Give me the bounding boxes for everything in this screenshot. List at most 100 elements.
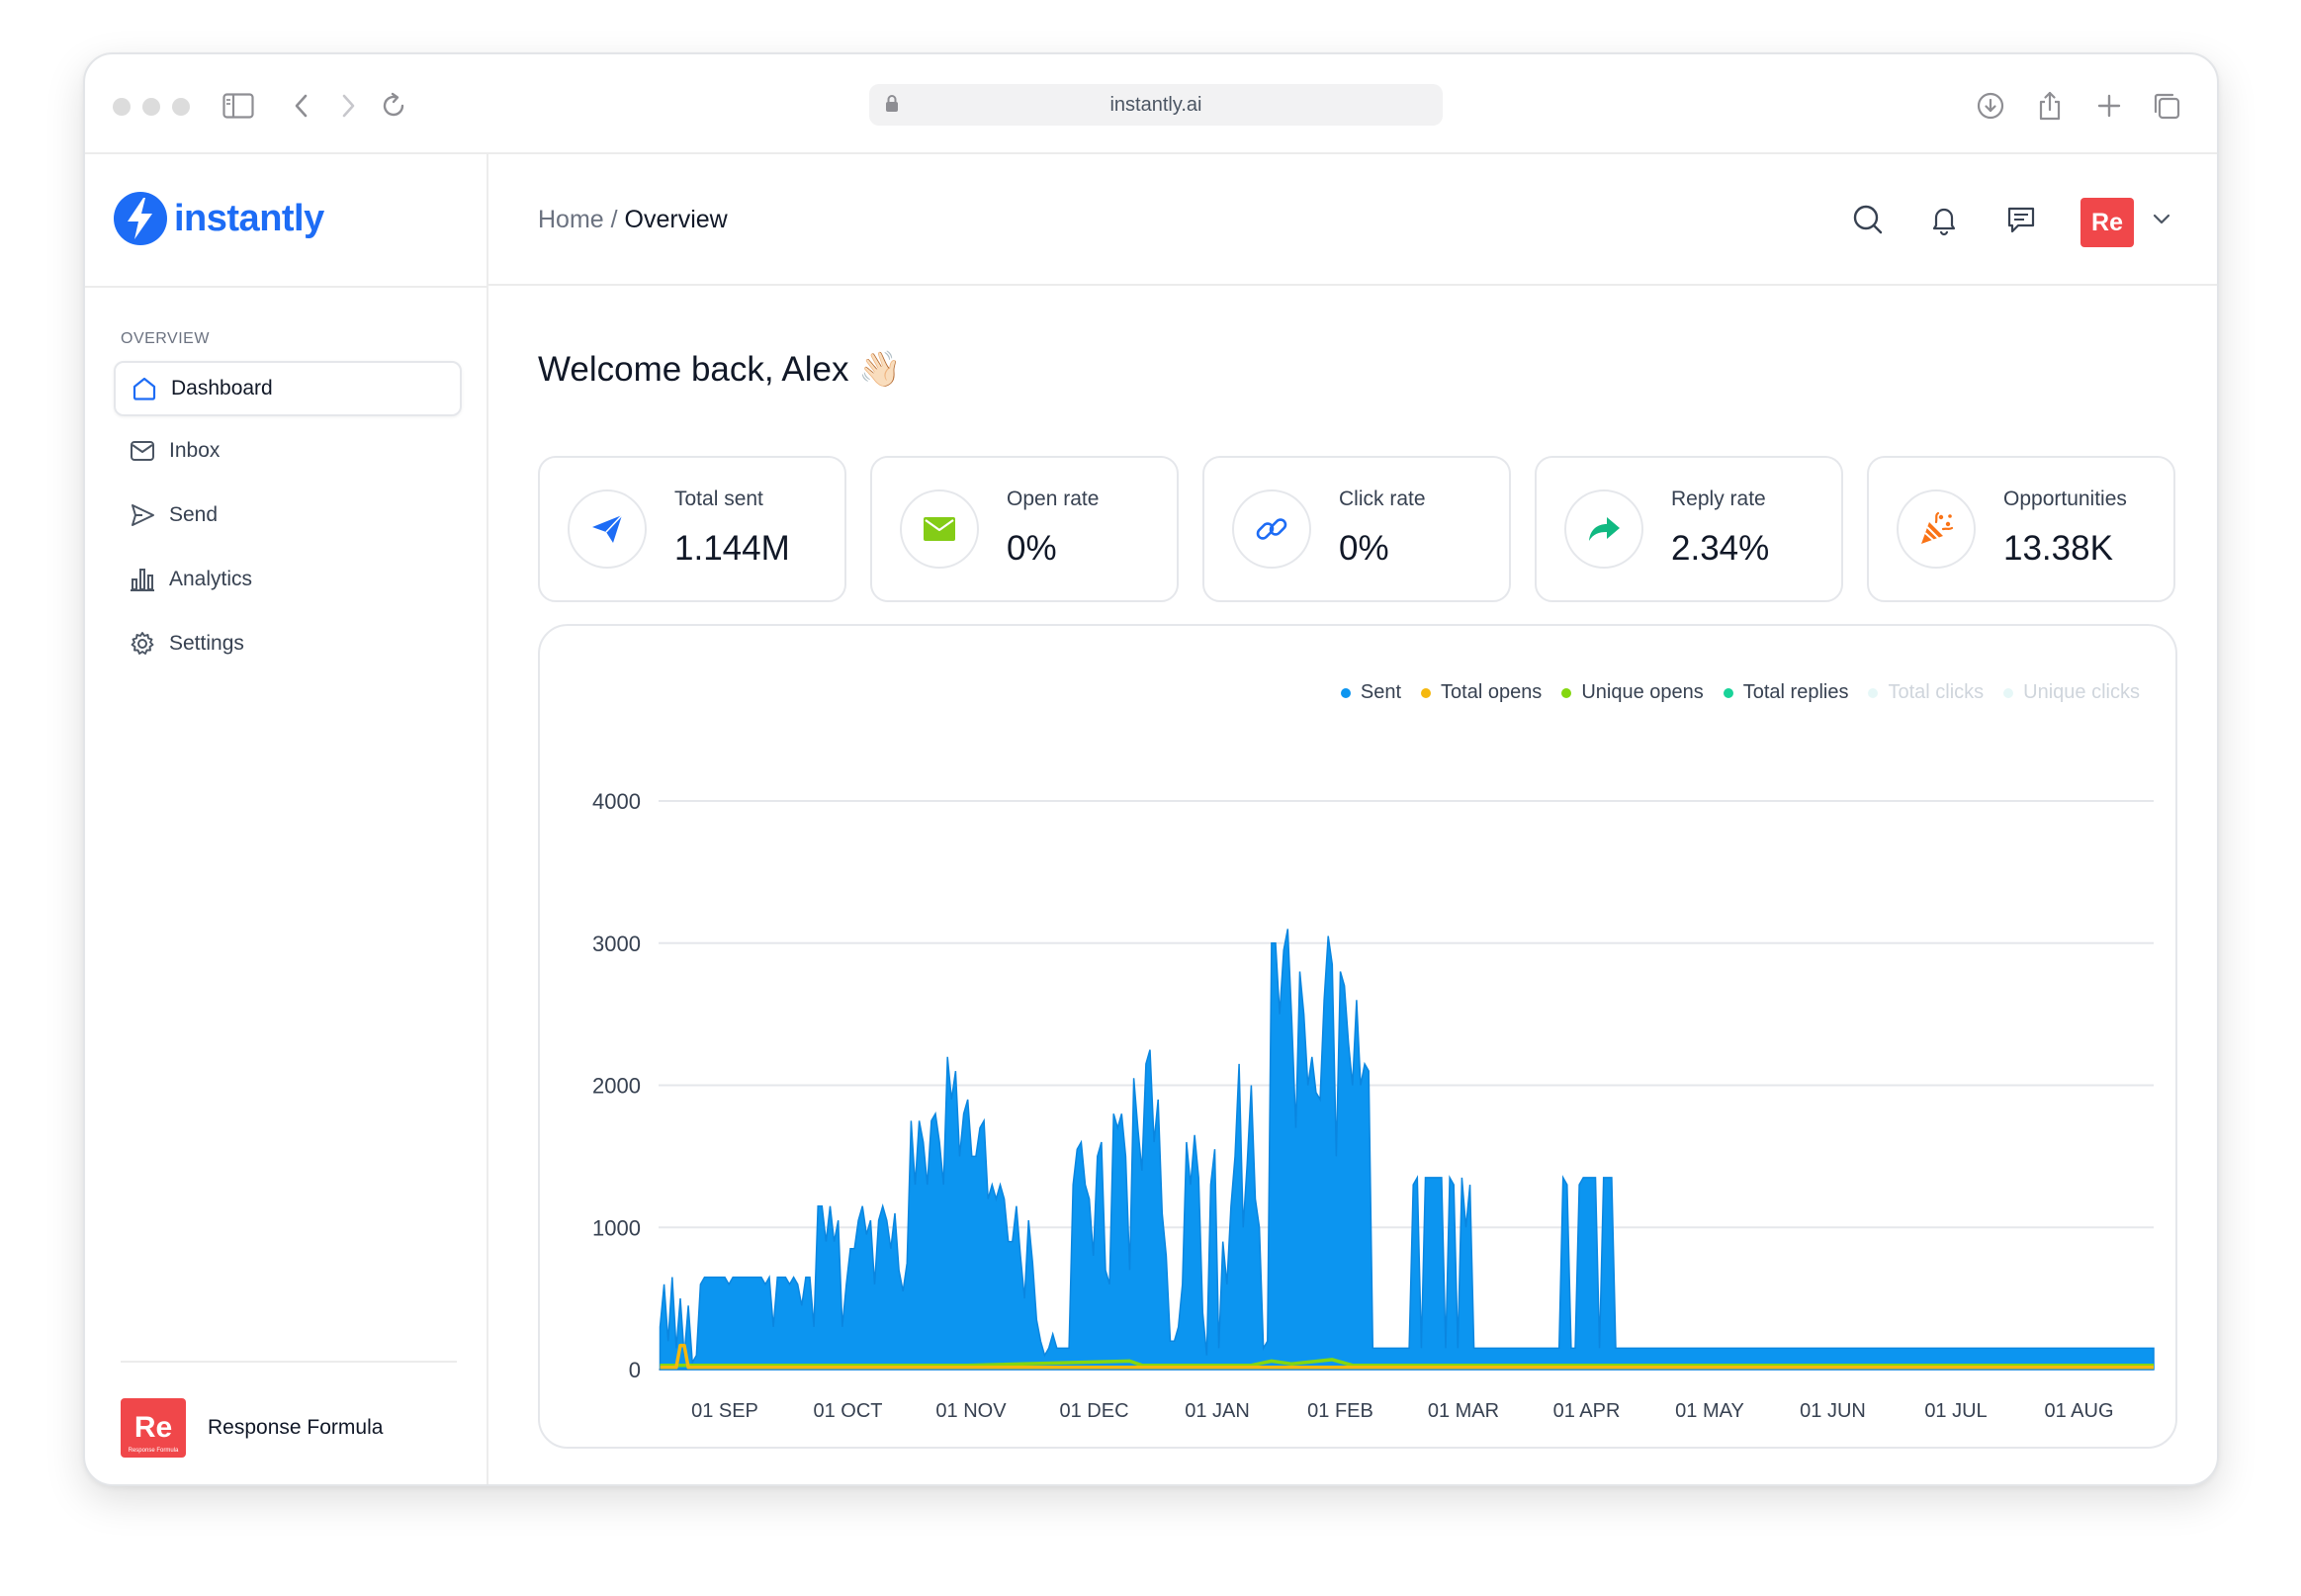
chart-legend: Sent Total opens Unique opens Total repl… <box>1340 681 2140 704</box>
sidebar-item-label: Settings <box>169 632 244 655</box>
legend-label: Total opens <box>1441 681 1543 703</box>
legend-dot <box>1421 687 1432 698</box>
tab-overview-icon[interactable] <box>2148 87 2185 125</box>
legend-item-total-replies[interactable]: Total replies <box>1723 681 1849 704</box>
envelope-icon <box>900 489 979 569</box>
stat-value: 0% <box>1339 529 1389 568</box>
sidebar: instantly OVERVIEW Dashboard Inbox Send <box>85 154 488 1484</box>
brand-logo[interactable]: instantly <box>113 189 324 248</box>
lightning-logo-icon <box>114 192 167 245</box>
x-tick-label: 01 FEB <box>1307 1400 1373 1422</box>
legend-label: Sent <box>1360 681 1402 703</box>
sidebar-item-analytics[interactable]: Analytics <box>114 552 462 607</box>
legend-dot <box>1868 687 1879 698</box>
account-switcher[interactable]: Re Response Formula Response Formula <box>121 1398 383 1458</box>
new-tab-icon[interactable] <box>2090 87 2128 125</box>
welcome-text: Welcome back, Alex <box>538 350 849 389</box>
series-line-total-opens <box>660 1343 2154 1370</box>
inbox-icon <box>128 436 157 466</box>
avatar[interactable]: Re <box>2080 198 2134 247</box>
legend-dot <box>2003 687 2014 698</box>
sidebar-item-dashboard[interactable]: Dashboard <box>114 361 462 416</box>
browser-titlebar: instantly.ai <box>85 54 2217 154</box>
x-tick-label: 01 OCT <box>813 1400 882 1422</box>
download-icon[interactable] <box>1972 87 2009 125</box>
analytics-icon <box>128 565 157 594</box>
stat-card-opportunities[interactable]: Opportunities 13.38K <box>1867 456 2175 602</box>
page-header: Home / Overview Re <box>488 154 2217 286</box>
bell-icon[interactable] <box>1924 200 1964 239</box>
legend-item-total-clicks[interactable]: Total clicks <box>1868 681 1984 704</box>
sidebar-item-label: Dashboard <box>171 377 273 399</box>
sidebar-item-label: Inbox <box>169 439 221 462</box>
window-minimize-dot[interactable] <box>142 98 160 116</box>
legend-dot <box>1723 687 1733 698</box>
legend-label: Total replies <box>1742 681 1849 703</box>
sidebar-bottom-divider <box>121 1361 457 1363</box>
x-tick-label: 01 MAR <box>1428 1400 1499 1422</box>
party-popper-icon <box>1897 489 1976 569</box>
legend-item-unique-opens[interactable]: Unique opens <box>1561 681 1704 704</box>
sidebar-item-label: Send <box>169 503 219 526</box>
stat-value: 13.38K <box>2003 529 2113 568</box>
y-tick-label: 2000 <box>592 1074 641 1099</box>
breadcrumb-current: Overview <box>624 206 728 233</box>
section-label-overview: OVERVIEW <box>121 330 210 347</box>
account-badge-subtext: Response Formula <box>128 1448 179 1454</box>
y-tick-label: 0 <box>629 1358 641 1382</box>
y-tick-label: 1000 <box>592 1215 641 1240</box>
browser-window: instantly.ai instantly OVERVIEW Dashboar… <box>83 52 2219 1486</box>
y-tick-label: 4000 <box>592 789 641 814</box>
search-icon[interactable] <box>1848 200 1888 239</box>
reload-icon[interactable] <box>375 87 412 125</box>
breadcrumb-separator: / <box>610 206 618 233</box>
home-icon <box>130 374 159 403</box>
breadcrumb-home-link[interactable]: Home <box>538 206 604 233</box>
waving-hand-icon: 👋🏻 <box>858 350 902 389</box>
stat-value: 2.34% <box>1671 529 1770 568</box>
legend-item-unique-clicks[interactable]: Unique clicks <box>2003 681 2140 704</box>
sidebar-toggle-icon[interactable] <box>220 87 257 125</box>
x-tick-label: 01 JUL <box>1924 1400 1987 1422</box>
stat-label: Open rate <box>1007 488 1100 510</box>
y-tick-label: 3000 <box>592 931 641 956</box>
gear-icon <box>128 629 157 659</box>
breadcrumb: Home / Overview <box>538 206 728 234</box>
stat-card-reply-rate[interactable]: Reply rate 2.34% <box>1535 456 1843 602</box>
forward-icon[interactable] <box>329 87 367 125</box>
url-text: instantly.ai <box>1109 93 1202 116</box>
legend-item-total-opens[interactable]: Total opens <box>1421 681 1542 704</box>
x-tick-label: 01 APR <box>1553 1400 1621 1422</box>
sidebar-item-settings[interactable]: Settings <box>114 616 462 671</box>
x-tick-label: 01 SEP <box>691 1400 758 1422</box>
stat-card-open-rate[interactable]: Open rate 0% <box>870 456 1179 602</box>
share-icon[interactable] <box>2031 87 2069 125</box>
legend-item-sent[interactable]: Sent <box>1340 681 1402 704</box>
window-zoom-dot[interactable] <box>172 98 190 116</box>
stat-label: Total sent <box>674 488 763 510</box>
legend-dot <box>1340 687 1351 698</box>
back-icon[interactable] <box>283 87 320 125</box>
chat-icon[interactable] <box>2001 200 2041 239</box>
legend-label: Unique clicks <box>2023 681 2140 703</box>
lock-icon <box>883 93 901 121</box>
stat-label: Reply rate <box>1671 488 1766 510</box>
paper-plane-icon <box>568 489 647 569</box>
legend-label: Total clicks <box>1888 681 1985 703</box>
send-icon <box>128 500 157 530</box>
account-name: Response Formula <box>208 1416 384 1439</box>
stat-value: 0% <box>1007 529 1057 568</box>
account-badge-text: Re <box>133 1411 173 1444</box>
window-close-dot[interactable] <box>113 98 131 116</box>
sidebar-item-send[interactable]: Send <box>114 488 462 543</box>
series-area-sent <box>659 929 2155 1371</box>
x-tick-label: 01 NOV <box>935 1400 1007 1422</box>
address-bar[interactable]: instantly.ai <box>869 84 1443 126</box>
sidebar-item-inbox[interactable]: Inbox <box>114 423 462 479</box>
stat-card-total-sent[interactable]: Total sent 1.144M <box>538 456 846 602</box>
chevron-down-icon[interactable] <box>2150 200 2173 239</box>
series-line-unique-opens <box>660 1358 2154 1368</box>
stat-card-click-rate[interactable]: Click rate 0% <box>1202 456 1511 602</box>
stat-value: 1.144M <box>674 529 790 568</box>
sidebar-divider <box>85 286 488 288</box>
